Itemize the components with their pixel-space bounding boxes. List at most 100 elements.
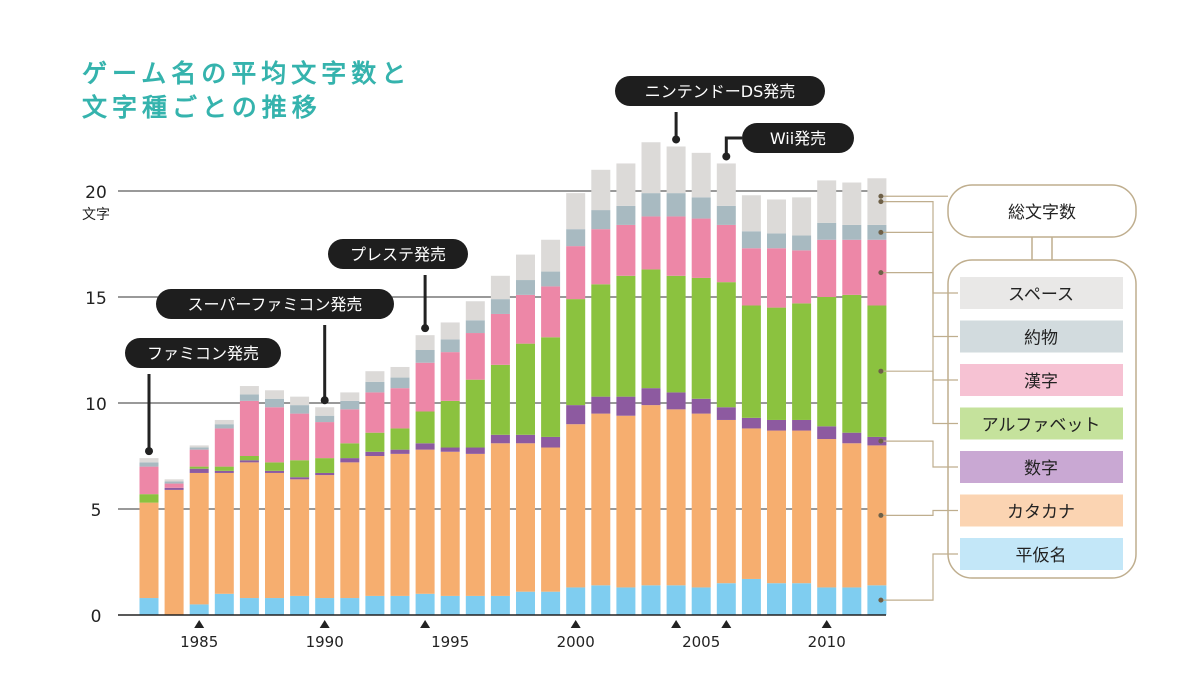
bar-2002-series-5 [616, 205, 636, 225]
axis-marker-2006 [721, 620, 732, 628]
bar-1989-series-0 [290, 595, 310, 615]
bar-1997-series-4 [490, 313, 510, 365]
annotation-label-1: スーパーファミコン発売 [188, 295, 363, 314]
bar-1998-series-4 [516, 294, 535, 344]
bar-1992-series-5 [365, 381, 385, 393]
bar-1983-series-6 [139, 458, 159, 463]
bar-2005-series-5 [691, 197, 711, 219]
bar-1996-series-2 [465, 447, 485, 454]
bar-1999-series-5 [541, 271, 561, 287]
bar-1984-series-1 [164, 489, 184, 615]
bar-2006-series-0 [716, 583, 736, 615]
bar-1999-series-2 [541, 436, 561, 448]
bar-1985-series-3 [189, 466, 209, 469]
bar-2001-series-6 [591, 169, 611, 211]
legend-leader-0 [880, 553, 958, 601]
bar-2001-series-2 [591, 396, 611, 414]
annotation-label-4: Wii発売 [770, 129, 826, 148]
y-axis-label: 文字 [82, 207, 110, 223]
bar-1988-series-5 [265, 398, 284, 408]
bar-2005-series-1 [691, 413, 711, 588]
axis-marker-2000 [570, 620, 581, 628]
bar-2012-series-6 [867, 178, 887, 225]
bar-1988-series-6 [265, 390, 284, 399]
bar-1991-series-1 [340, 462, 360, 599]
legend-swatch-5 [960, 320, 1123, 353]
bar-2002-series-6 [616, 163, 636, 206]
annotation-box-3 [615, 76, 825, 106]
bar-2006-series-5 [716, 205, 736, 225]
bar-2004-series-0 [666, 585, 686, 615]
bar-2004-series-5 [666, 193, 686, 217]
bar-2000-series-2 [566, 405, 586, 425]
legend-label-5: 約物 [1024, 329, 1058, 349]
legend-label-3: アルファベット [982, 416, 1101, 436]
bar-2005-series-0 [691, 587, 711, 615]
bar-2012-series-5 [867, 224, 887, 240]
bar-2001-series-3 [591, 284, 611, 397]
legend-swatch-0 [960, 538, 1123, 570]
bar-1986-series-3 [214, 466, 234, 471]
bar-1984-series-6 [164, 479, 184, 482]
bar-2000-series-1 [566, 424, 586, 588]
bar-2005-series-2 [691, 398, 711, 414]
y-tick-label-20: 20 [85, 183, 107, 203]
bar-1990-series-1 [315, 475, 335, 599]
bar-1998-series-5 [516, 280, 535, 295]
bar-1992-series-1 [365, 456, 385, 596]
bar-2004-series-2 [666, 392, 686, 410]
bar-2007-series-4 [741, 248, 761, 306]
bar-1984-series-4 [164, 483, 184, 488]
bar-1985-series-2 [189, 468, 209, 473]
legend-leader-dot-total [878, 193, 884, 199]
legend-total-label: 総文字数 [1008, 203, 1076, 223]
bar-1998-series-1 [516, 443, 535, 592]
bar-2001-series-0 [591, 585, 611, 615]
bar-1995-series-6 [440, 322, 460, 340]
bar-2012-series-2 [867, 436, 887, 446]
bar-1996-series-6 [465, 301, 485, 321]
bar-1994-series-0 [415, 593, 435, 615]
bar-1999-series-0 [541, 591, 561, 615]
bar-2009-series-6 [792, 197, 812, 236]
bar-2005-series-3 [691, 277, 711, 399]
bar-1999-series-4 [541, 286, 561, 338]
x-tick-label-2010: 2010 [808, 633, 846, 651]
legend-label-6: スペース [1008, 285, 1074, 305]
annotation-dot-2 [421, 324, 430, 333]
legend-label-0: 平仮名 [1016, 546, 1067, 566]
bar-2007-series-0 [741, 578, 761, 615]
bar-2006-series-3 [716, 282, 736, 408]
annotation-dot-0 [145, 447, 153, 456]
bar-1986-series-1 [214, 472, 234, 594]
bar-2009-series-3 [792, 303, 812, 420]
bar-2003-series-1 [641, 405, 661, 586]
bar-1998-series-3 [516, 343, 535, 435]
legend-leader-5 [880, 231, 958, 338]
bar-1994-series-3 [415, 411, 435, 444]
bar-1993-series-4 [390, 388, 410, 429]
bar-2004-series-1 [666, 409, 686, 586]
bar-1992-series-4 [365, 392, 385, 433]
bar-1994-series-4 [415, 362, 435, 412]
bar-2004-series-4 [666, 216, 686, 276]
bar-2009-series-0 [792, 583, 812, 615]
annotation-dot-1 [320, 396, 329, 405]
bar-1983-series-3 [139, 494, 159, 503]
bar-1992-series-3 [365, 432, 385, 452]
bar-1988-series-2 [265, 470, 284, 473]
legend-leader-dot-1 [878, 512, 884, 518]
y-tick-label-15: 15 [85, 289, 107, 309]
bar-2007-series-5 [741, 231, 761, 249]
annotation-box-4 [742, 123, 854, 153]
annotation-leader-4 [724, 136, 742, 157]
bar-1997-series-0 [490, 595, 510, 615]
bar-1985-series-5 [189, 447, 209, 450]
bar-1985-series-0 [189, 604, 209, 615]
bar-2008-series-2 [767, 419, 786, 431]
x-tick-label-2000: 2000 [557, 633, 595, 651]
bar-2011-series-3 [842, 294, 862, 433]
bar-1994-series-2 [415, 443, 435, 450]
y-tick-label-10: 10 [85, 395, 107, 415]
bar-2003-series-5 [641, 193, 661, 217]
